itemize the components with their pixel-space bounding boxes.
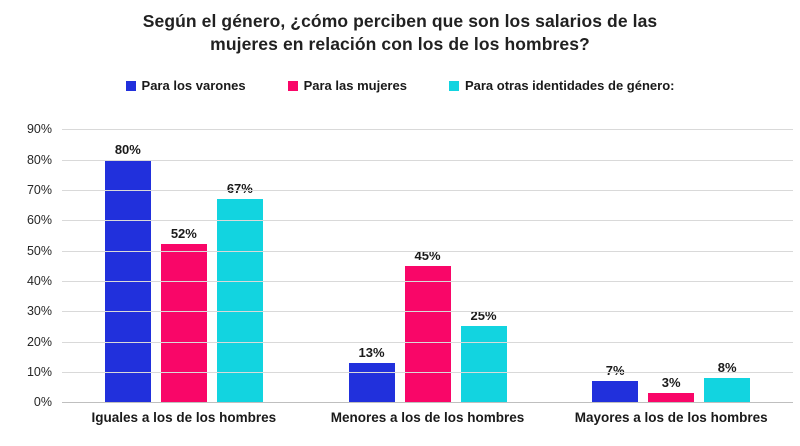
category-label: Iguales a los de los hombres — [91, 410, 277, 426]
category-label: Menores a los de los hombres — [330, 410, 525, 426]
category-axis-labels: Iguales a los de los hombres Menores a lo… — [62, 410, 793, 425]
bar-value-label: 13% — [358, 344, 385, 360]
chart-legend: Para los varones Para las mujeres Para otr… — [0, 78, 800, 93]
bar — [404, 265, 451, 403]
legend-label: Para las mujeres — [303, 78, 407, 94]
bar-value-label: 67% — [226, 180, 253, 196]
bar — [648, 393, 695, 403]
legend-swatch-icon — [448, 80, 459, 91]
chart-area: 80% 52% 67% 13% 45% 25% 7% 3% 8% Iguales a los d… — [0, 122, 800, 441]
legend-item: Para los varones — [125, 78, 246, 94]
gridline — [62, 371, 793, 373]
gridline — [62, 341, 793, 343]
gridline — [62, 280, 793, 282]
bar-cell: 13% — [348, 129, 395, 403]
bar-row: 80% 52% 67% — [104, 129, 263, 403]
y-axis-tick-label: 0% — [33, 395, 52, 410]
bar — [592, 380, 639, 403]
y-axis-tick-label: 20% — [26, 334, 52, 349]
gridline — [62, 129, 793, 131]
bar — [160, 244, 207, 403]
legend-label: Para los varones — [141, 78, 246, 94]
y-axis-tick-label: 50% — [26, 243, 52, 258]
gridline — [62, 250, 793, 252]
bar-cell: 7% — [592, 129, 639, 403]
bar — [348, 362, 395, 403]
bar-cell: 45% — [404, 129, 451, 403]
y-axis-tick-label: 10% — [26, 364, 52, 379]
gridline — [62, 189, 793, 191]
bar-row: 13% 45% 25% — [348, 129, 507, 403]
bar-cell: 8% — [704, 129, 751, 403]
y-axis-tick-label: 70% — [26, 182, 52, 197]
bar-group: 80% 52% 67% — [62, 129, 306, 403]
legend-label: Para otras identidades de género: — [464, 78, 675, 94]
chart-title: Según el género, ¿cómo perciben que son … — [142, 11, 658, 55]
gridline — [62, 159, 793, 161]
y-axis-tick-label: 40% — [26, 273, 52, 288]
plot-area: 80% 52% 67% 13% 45% 25% 7% 3% 8% — [62, 129, 793, 404]
bar-group: 7% 3% 8% — [549, 129, 793, 403]
bar — [460, 326, 507, 403]
x-axis-line — [62, 402, 793, 404]
bar-cell: 80% — [104, 129, 151, 403]
bar-value-label: 8% — [717, 359, 737, 375]
bar-cell: 67% — [216, 129, 263, 403]
legend-item: Para las mujeres — [287, 78, 407, 94]
legend-item: Para otras identidades de género: — [448, 78, 675, 94]
bar — [216, 198, 263, 403]
bar-row: 7% 3% 8% — [592, 129, 751, 403]
bar-groups: 80% 52% 67% 13% 45% 25% 7% 3% 8% — [62, 129, 793, 403]
gridline — [62, 220, 793, 222]
legend-swatch-icon — [287, 80, 298, 91]
bar-group: 13% 45% 25% — [306, 129, 550, 403]
bar — [704, 377, 751, 403]
y-axis-tick-label: 60% — [26, 213, 52, 228]
y-axis-tick-label: 80% — [26, 152, 52, 167]
bar-chart-figure: Según el género, ¿cómo perciben que son … — [0, 10, 800, 446]
legend-swatch-icon — [125, 80, 136, 91]
bar-value-label: 80% — [114, 141, 141, 157]
y-axis-tick-label: 30% — [26, 304, 52, 319]
bar-value-label: 7% — [605, 362, 625, 378]
gridline — [62, 311, 793, 313]
bar-value-label: 3% — [661, 375, 681, 391]
bar-cell: 52% — [160, 129, 207, 403]
y-axis-tick-label: 90% — [26, 122, 52, 137]
category-label: Mayores a los de los hombres — [574, 410, 768, 426]
bar-cell: 25% — [460, 129, 507, 403]
bar-value-label: 52% — [170, 226, 197, 242]
bar-cell: 3% — [648, 129, 695, 403]
